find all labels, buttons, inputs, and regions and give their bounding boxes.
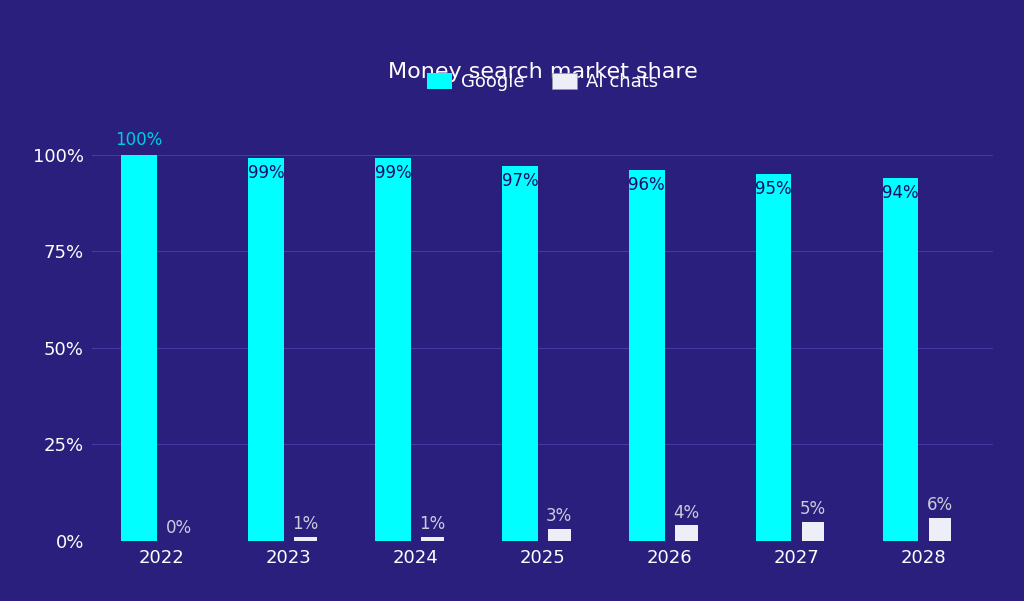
Text: 95%: 95% xyxy=(756,180,792,198)
Bar xyxy=(122,154,157,541)
Text: 94%: 94% xyxy=(883,183,919,201)
Text: 6%: 6% xyxy=(927,496,953,514)
Title: Money search market share: Money search market share xyxy=(388,62,697,82)
Bar xyxy=(629,170,665,541)
Text: 97%: 97% xyxy=(502,172,539,190)
Bar xyxy=(929,517,951,541)
Text: 100%: 100% xyxy=(116,131,163,149)
Bar xyxy=(675,525,697,541)
Text: 1%: 1% xyxy=(419,515,445,533)
Text: 99%: 99% xyxy=(248,164,285,182)
Bar xyxy=(375,159,411,541)
Text: 96%: 96% xyxy=(629,176,666,194)
Text: 1%: 1% xyxy=(292,515,318,533)
Text: 0%: 0% xyxy=(166,519,191,537)
Text: 99%: 99% xyxy=(375,164,412,182)
Bar xyxy=(421,537,443,541)
Legend: Google, AI chats: Google, AI chats xyxy=(420,66,666,98)
Bar xyxy=(883,178,919,541)
Bar xyxy=(548,529,570,541)
Bar xyxy=(756,174,792,541)
Bar xyxy=(248,159,284,541)
Bar xyxy=(294,537,316,541)
Text: 3%: 3% xyxy=(546,507,572,525)
Text: 5%: 5% xyxy=(800,499,826,517)
Text: 4%: 4% xyxy=(673,504,699,522)
Bar xyxy=(802,522,824,541)
Bar xyxy=(502,166,538,541)
